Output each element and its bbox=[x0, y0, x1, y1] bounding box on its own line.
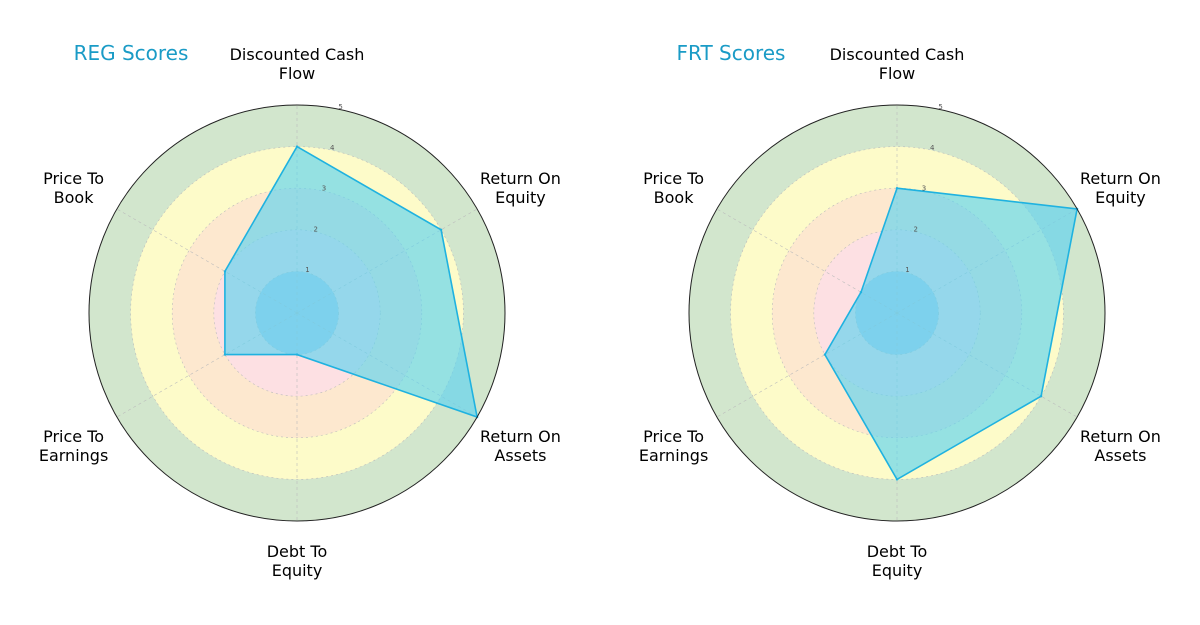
axis-label-line: Return On bbox=[1080, 169, 1161, 188]
axis-label-line: Return On bbox=[480, 427, 561, 446]
radial-tick-label: 5 bbox=[938, 103, 942, 111]
frt-radar-chart: FRT Scores 1 2 3 4 5 Discounted Cash Flow Retur… bbox=[639, 41, 1161, 580]
axis-label-line: Book bbox=[654, 188, 695, 207]
radial-tick-label: 3 bbox=[322, 185, 326, 193]
data-point bbox=[859, 291, 863, 294]
axis-label-line: Book bbox=[54, 188, 95, 207]
data-point bbox=[223, 353, 227, 356]
data-point bbox=[295, 145, 299, 148]
radial-tick-label: 2 bbox=[314, 225, 318, 233]
axis-label: Debt To Equity bbox=[867, 542, 928, 580]
axis-label: Price To Book bbox=[43, 169, 104, 207]
axis-label-line: Price To bbox=[43, 169, 104, 188]
axis-label-line: Earnings bbox=[39, 446, 108, 465]
chart-title: REG Scores bbox=[74, 41, 189, 65]
axis-label-line: Price To bbox=[643, 169, 704, 188]
radial-tick-label: 3 bbox=[922, 185, 926, 193]
axis-label-line: Debt To bbox=[867, 542, 928, 561]
axis-label-line: Discounted Cash bbox=[230, 45, 365, 64]
data-point bbox=[439, 228, 443, 231]
axis-label-line: Return On bbox=[480, 169, 561, 188]
axis-label-line: Debt To bbox=[267, 542, 328, 561]
axis-label-line: Earnings bbox=[639, 446, 708, 465]
axis-spoke bbox=[116, 312, 298, 418]
chart-title: FRT Scores bbox=[677, 41, 786, 65]
radial-tick-label: 4 bbox=[330, 144, 335, 152]
polar-frame bbox=[688, 104, 1106, 522]
axis-label: Debt To Equity bbox=[267, 542, 328, 580]
axis-label-line: Price To bbox=[643, 427, 704, 446]
axis-label-line: Equity bbox=[872, 561, 923, 580]
axis-label-line: Equity bbox=[272, 561, 323, 580]
axis-label: Return On Assets bbox=[480, 427, 561, 465]
data-point bbox=[895, 478, 899, 481]
axis-label-line: Flow bbox=[279, 64, 316, 83]
axis-label-line: Assets bbox=[1094, 446, 1146, 465]
axis-label: Return On Assets bbox=[1080, 427, 1161, 465]
axis-label: Discounted Cash Flow bbox=[830, 45, 965, 83]
axis-spoke bbox=[716, 312, 898, 418]
grid-ring bbox=[130, 146, 464, 480]
axis-label: Price To Book bbox=[643, 169, 704, 207]
axis-label-line: Flow bbox=[879, 64, 916, 83]
data-point bbox=[895, 187, 899, 190]
axis-spoke bbox=[716, 208, 898, 314]
data-point bbox=[823, 353, 827, 356]
axis-label: Return On Equity bbox=[1080, 169, 1161, 207]
axis-label-line: Equity bbox=[495, 188, 546, 207]
axis-label-line: Assets bbox=[494, 446, 546, 465]
axis-label-line: Price To bbox=[43, 427, 104, 446]
axis-label: Price To Earnings bbox=[39, 427, 108, 465]
axis-label: Return On Equity bbox=[480, 169, 561, 207]
radial-tick-label: 2 bbox=[914, 225, 918, 233]
axis-label-line: Discounted Cash bbox=[830, 45, 965, 64]
data-point bbox=[223, 270, 227, 273]
radial-tick-label: 1 bbox=[305, 266, 309, 274]
radial-tick-label: 4 bbox=[930, 144, 935, 152]
reg-radar-chart: REG Scores 1 2 3 4 5 Discounted Cash Flow Retur… bbox=[39, 41, 561, 580]
data-point bbox=[295, 353, 299, 356]
axis-label: Discounted Cash Flow bbox=[230, 45, 365, 83]
axis-label-line: Equity bbox=[1095, 188, 1146, 207]
radial-tick-label: 1 bbox=[905, 266, 909, 274]
radial-tick-label: 5 bbox=[338, 103, 342, 111]
polar-frame bbox=[88, 104, 506, 522]
axis-spoke bbox=[116, 208, 298, 314]
data-point bbox=[1039, 395, 1043, 398]
axis-label: Price To Earnings bbox=[639, 427, 708, 465]
axis-label-line: Return On bbox=[1080, 427, 1161, 446]
